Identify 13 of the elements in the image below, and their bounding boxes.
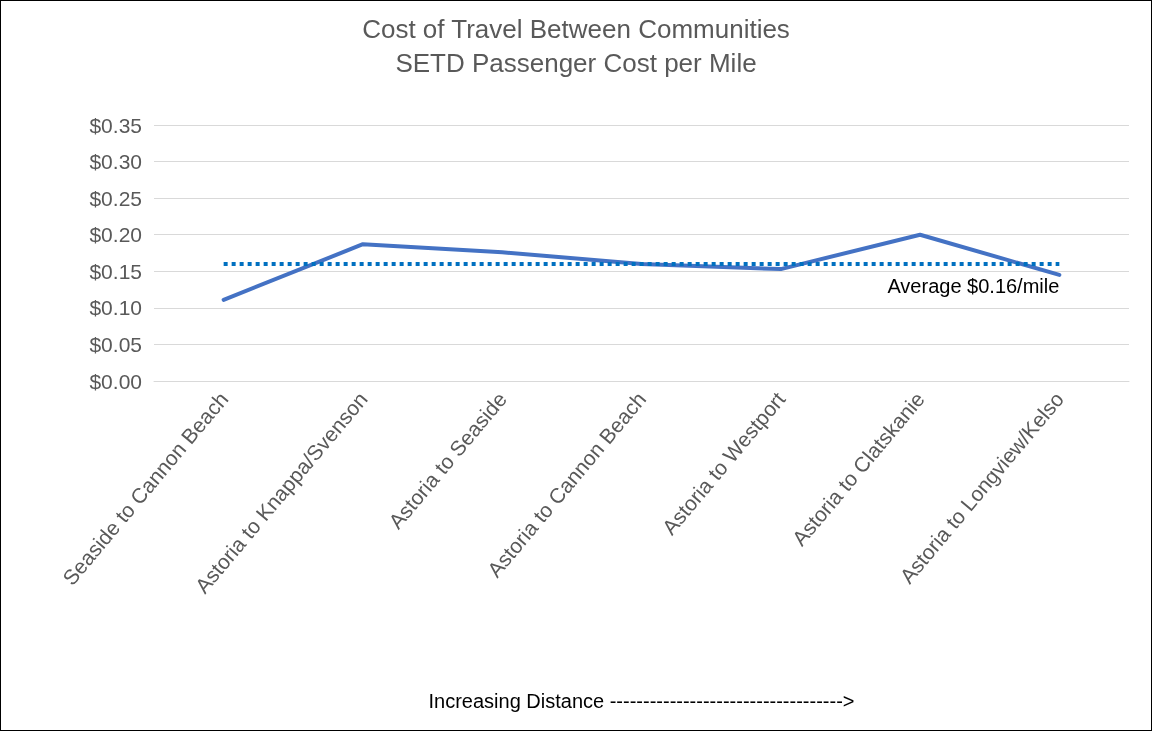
- y-tick-label: $0.30: [89, 150, 142, 174]
- y-tick-label: $0.20: [89, 223, 142, 247]
- y-tick-label: $0.25: [89, 186, 142, 210]
- y-tick-label: $0.15: [89, 259, 142, 283]
- y-tick-label: $0.10: [89, 296, 142, 320]
- x-axis-title: Increasing Distance ----------------------------------->: [428, 690, 855, 712]
- chart-subtitle: SETD Passenger Cost per Mile: [395, 48, 757, 78]
- y-tick-label: $0.35: [89, 113, 142, 137]
- ref-line-label: Average $0.16/mile: [887, 274, 1060, 297]
- line-series: [221, 232, 1062, 302]
- y-tick-label: $0.05: [89, 332, 142, 356]
- y-tick-label: $0.00: [89, 369, 142, 393]
- chart-title: Cost of Travel Between Communities: [362, 14, 790, 44]
